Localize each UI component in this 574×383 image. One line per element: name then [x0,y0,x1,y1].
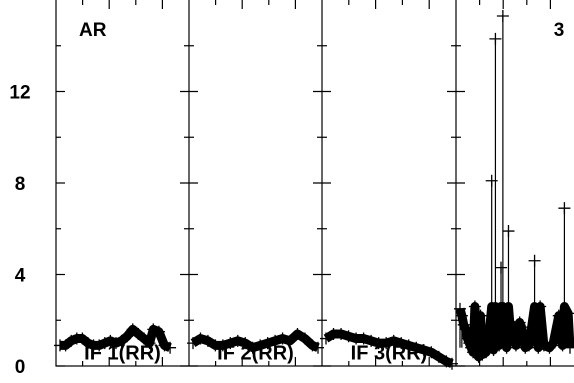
series-label: IF 3(RR) [351,343,428,365]
series-band [323,329,454,368]
data-point [495,261,508,274]
y-tick-label: 0 [15,357,26,378]
data-point [489,32,502,45]
data-point [496,10,509,23]
data-point [558,202,571,215]
series-band [60,324,172,352]
y-tick-label: 8 [15,174,26,195]
panel-label-left: AR [79,20,107,41]
series-label: IF 1(RR) [84,343,161,365]
series-band [190,329,320,353]
y-tick-label: 12 [9,83,30,104]
panel-label-right: 3 [554,20,565,41]
y-tick-label: 4 [15,266,26,287]
series-label: IF 2(RR) [217,343,294,365]
data-point [528,254,541,267]
series-band [455,302,574,362]
data-point [502,225,515,238]
